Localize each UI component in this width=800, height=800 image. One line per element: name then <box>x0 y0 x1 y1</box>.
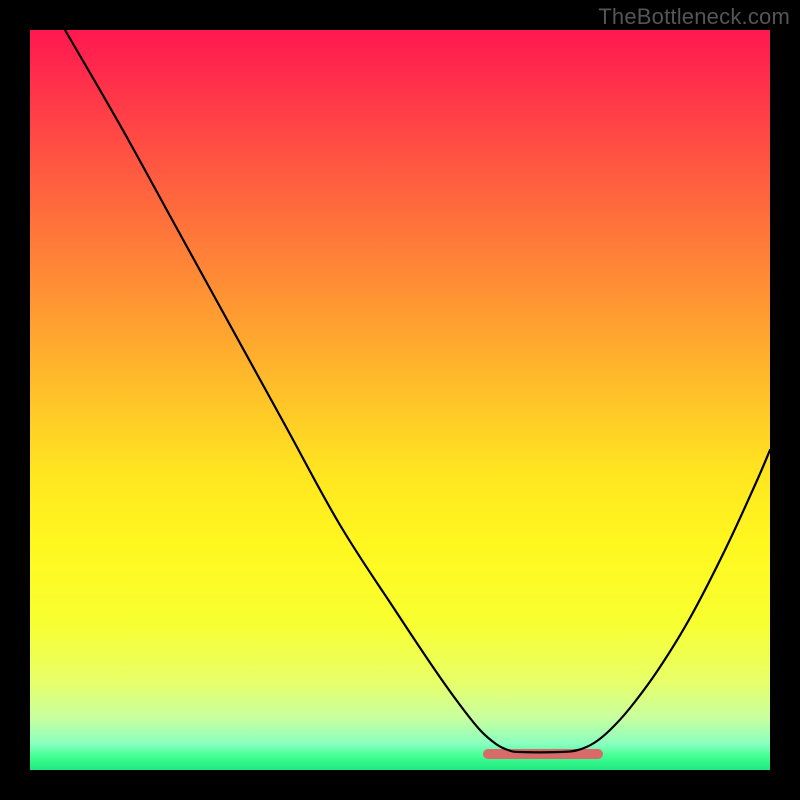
chart-plot-area <box>30 30 770 770</box>
watermark-text: TheBottleneck.com <box>598 4 790 30</box>
curve-overlay <box>30 30 770 770</box>
bottleneck-curve <box>65 30 770 752</box>
